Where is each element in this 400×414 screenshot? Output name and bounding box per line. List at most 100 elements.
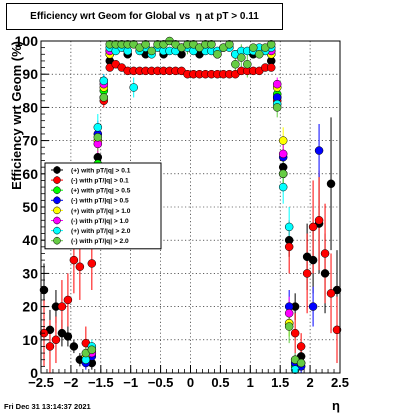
x-tick-label: 2.5 — [331, 375, 349, 390]
legend-marker — [53, 226, 61, 235]
x-tick-label: −1 — [123, 375, 138, 390]
legend-label: (-) with pT/|q| > 1.0 — [71, 218, 129, 225]
data-point — [231, 59, 240, 69]
y-tick-label: 20 — [22, 299, 38, 315]
data-point — [243, 59, 252, 69]
legend-label: (+) with pT/|q| > 0.1 — [71, 167, 131, 174]
data-point — [266, 63, 276, 72]
data-point — [63, 295, 73, 305]
data-point — [39, 285, 49, 295]
data-point — [314, 216, 324, 225]
data-point — [255, 50, 264, 59]
data-point — [284, 242, 294, 252]
legend-label: (-) with pT/|q| > 2.0 — [71, 238, 129, 245]
legend-marker — [53, 186, 61, 194]
y-tick-label: 60 — [22, 166, 38, 182]
data-point — [207, 40, 216, 49]
legend-label: (+) with pT/|q| > 0.5 — [71, 188, 131, 195]
x-tick-label: −0.5 — [148, 375, 174, 390]
data-point — [69, 255, 79, 265]
x-tick-label: 2 — [306, 375, 313, 390]
legend-marker — [53, 166, 61, 174]
y-tick-label: 80 — [22, 99, 38, 115]
data-point — [278, 182, 288, 192]
y-tick-label: 70 — [22, 133, 38, 149]
y-tick-label: 50 — [22, 199, 38, 215]
data-point — [141, 40, 150, 49]
data-point — [51, 335, 61, 345]
timestamp-footer: Fri Dec 31 13:14:37 2021 — [4, 402, 91, 411]
data-point — [87, 259, 97, 268]
legend-box — [44, 162, 162, 250]
data-point — [296, 358, 306, 368]
legend: (+) with pT/|q| > 0.1 (-) with pT/|q| > 0… — [44, 162, 162, 250]
data-point — [290, 365, 300, 374]
data-point — [332, 325, 342, 335]
y-tick-label: 40 — [22, 232, 38, 248]
chart-title: Efficiency wrt Geom for Global vs η at p… — [30, 11, 259, 22]
x-tick-label: 1 — [247, 375, 254, 390]
x-axis-label: η — [332, 398, 340, 413]
chart-title-box: Efficiency wrt Geom for Global vs η at p… — [6, 3, 283, 30]
data-point — [99, 76, 109, 86]
data-point — [147, 46, 156, 56]
data-point — [266, 40, 276, 49]
data-point — [278, 149, 288, 159]
data-point — [237, 53, 246, 62]
data-point — [284, 308, 294, 318]
legend-marker — [53, 176, 61, 184]
data-point — [296, 342, 306, 351]
legend-label: (-) with pT/|q| > 0.1 — [71, 178, 129, 185]
data-point — [326, 179, 336, 189]
x-tick-label: 0 — [187, 375, 194, 390]
data-point — [225, 40, 234, 49]
data-point — [272, 79, 282, 89]
data-point — [284, 322, 294, 331]
data-point — [278, 169, 288, 179]
data-point — [308, 222, 318, 232]
data-point — [45, 342, 55, 351]
x-tick-label: −1.5 — [88, 375, 114, 390]
data-point — [308, 302, 318, 311]
data-point — [99, 93, 109, 102]
data-point — [320, 249, 330, 258]
y-tick-label: 100 — [15, 33, 39, 49]
x-tick-label: 0.5 — [211, 375, 229, 390]
axis-ticks-layer: −2.5 −2 −1.5 −1 −0.5 0 0.5 1 1.5 2 2.5 0 10 20 30 40 50 6… — [15, 33, 349, 390]
data-point — [290, 328, 300, 338]
data-point — [75, 262, 85, 272]
legend-label: (-) with pT/|q| > 0.5 — [71, 198, 129, 205]
legend-marker — [53, 236, 61, 245]
y-axis-label: Efficiency wrt Geom (%) — [9, 41, 24, 190]
data-point — [302, 269, 312, 278]
data-point — [129, 83, 138, 92]
legend-marker — [53, 206, 61, 215]
data-point — [93, 133, 103, 142]
data-point — [213, 50, 222, 59]
x-tick-label: −2 — [63, 375, 78, 390]
legend-label: (+) with pT/|q| > 2.0 — [71, 228, 131, 235]
legend-marker — [53, 216, 61, 225]
y-tick-label: 90 — [22, 66, 38, 82]
data-point — [63, 332, 73, 341]
data-point — [87, 345, 97, 355]
legend-marker — [53, 196, 61, 205]
legend-label: (+) with pT/|q| > 1.0 — [71, 208, 131, 215]
data-point — [272, 103, 282, 112]
data-point — [320, 269, 330, 278]
x-tick-label: 1.5 — [271, 375, 289, 390]
data-point — [314, 146, 324, 155]
data-point — [308, 255, 318, 265]
data-point — [278, 136, 288, 145]
y-tick-label: 10 — [22, 332, 38, 348]
data-point — [249, 43, 258, 52]
x-tick-label: −2.5 — [28, 375, 54, 390]
data-points-layer — [39, 36, 342, 374]
data-point — [93, 123, 103, 132]
data-point — [57, 302, 67, 311]
data-point — [326, 289, 336, 298]
data-point — [284, 222, 294, 232]
y-tick-label: 30 — [22, 265, 38, 281]
data-point — [69, 342, 79, 351]
